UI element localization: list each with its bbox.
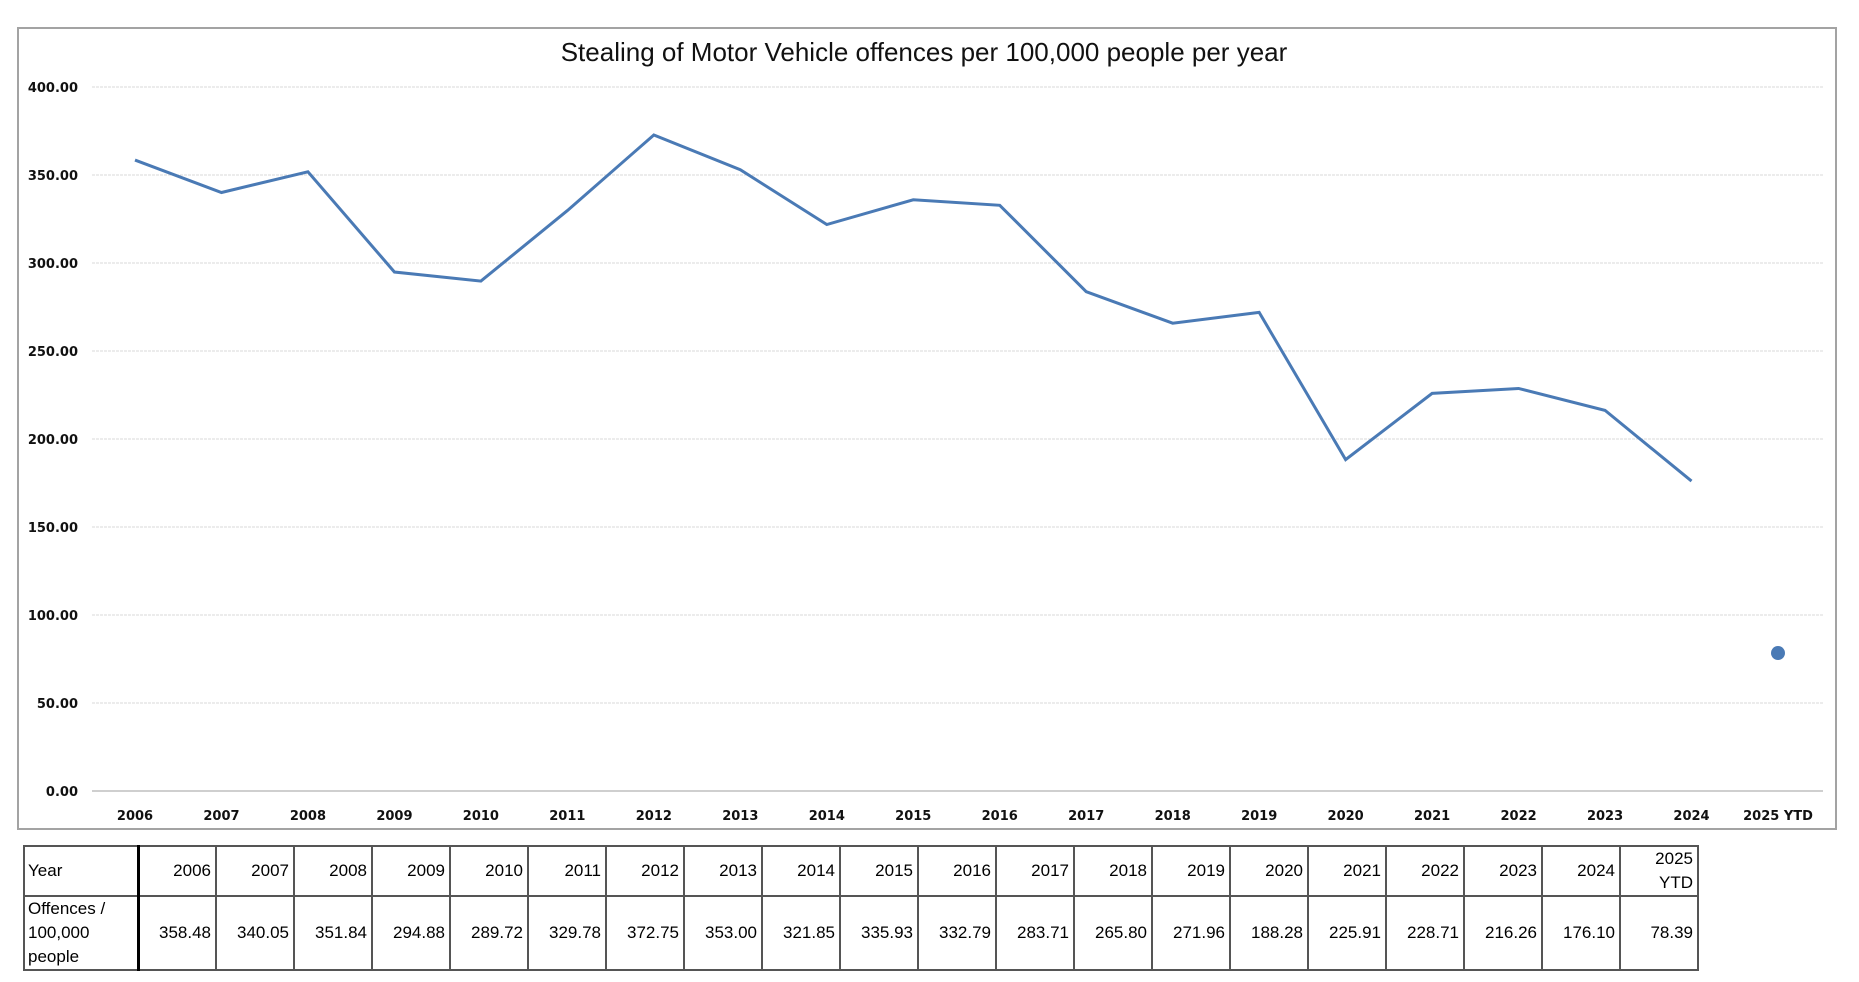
table-cell-value: 332.79 xyxy=(917,895,997,971)
table-cell-year: 2007 xyxy=(215,845,295,897)
y-tick-label: 300.00 xyxy=(28,257,78,272)
table-cell-year: 2008 xyxy=(293,845,373,897)
table-cell-year: 2009 xyxy=(371,845,451,897)
y-tick-label: 100.00 xyxy=(28,609,78,624)
series-line xyxy=(134,133,1693,483)
table-cell-year: 2018 xyxy=(1073,845,1153,897)
table-cell-value: 265.80 xyxy=(1073,895,1153,971)
x-tick-label: 2025 YTD xyxy=(1743,809,1813,824)
y-tick-label: 0.00 xyxy=(46,785,78,800)
x-tick-label: 2022 xyxy=(1500,809,1536,824)
table-row-year: Year 2006 2007 2008 2009 2010 2011 2012 2013 2014… xyxy=(23,845,1699,897)
table-cell-year: 2017 xyxy=(995,845,1075,897)
x-tick-label: 2020 xyxy=(1328,809,1364,824)
x-tick-label: 2018 xyxy=(1155,809,1191,824)
table-cell-value: 351.84 xyxy=(293,895,373,971)
table-cell-value: 372.75 xyxy=(605,895,685,971)
line-chart: Stealing of Motor Vehicle offences per 1… xyxy=(28,37,1823,824)
table-cell-year: 2016 xyxy=(917,845,997,897)
table-cell-value: 228.71 xyxy=(1385,895,1465,971)
table-cell-value: 289.72 xyxy=(449,895,529,971)
table-cell-year: 2011 xyxy=(527,845,607,897)
table-cell-year: 2012 xyxy=(605,845,685,897)
x-tick-label: 2010 xyxy=(463,809,499,824)
table-cell-year: 2010 xyxy=(449,845,529,897)
y-axis: 0.00 50.00 100.00 150.00 200.00 250.00 300.00 3… xyxy=(28,81,78,800)
chart-title: Stealing of Motor Vehicle offences per 1… xyxy=(561,37,1288,67)
x-tick-label: 2011 xyxy=(549,809,585,824)
y-tick-label: 150.00 xyxy=(28,521,78,536)
x-tick-label: 2015 xyxy=(895,809,931,824)
x-tick-label: 2017 xyxy=(1068,809,1104,824)
x-tick-label: 2023 xyxy=(1587,809,1623,824)
table-row-header: Offences /100,000 people xyxy=(23,895,140,971)
table-cell-year: 2006 xyxy=(137,845,217,897)
x-tick-label: 2014 xyxy=(809,809,845,824)
table-cell-year: 2024 xyxy=(1541,845,1621,897)
table-cell-year: 2025 YTD xyxy=(1619,845,1699,897)
x-tick-label: 2009 xyxy=(376,809,412,824)
y-tick-label: 350.00 xyxy=(28,169,78,184)
y-tick-label: 400.00 xyxy=(28,81,78,96)
series-layer xyxy=(134,133,1785,661)
table-cell-year: 2015 xyxy=(839,845,919,897)
y-tick-label: 50.00 xyxy=(37,697,78,712)
x-tick-label: 2024 xyxy=(1673,809,1709,824)
table-cell-year: 2023 xyxy=(1463,845,1543,897)
x-tick-label: 2019 xyxy=(1241,809,1277,824)
table-row-offences: Offences /100,000 people 358.48 340.05 351.8… xyxy=(23,895,1699,971)
x-tick-label: 2007 xyxy=(203,809,239,824)
table-cell-value: 225.91 xyxy=(1307,895,1387,971)
data-point-marker xyxy=(1771,646,1785,661)
table-cell-value: 216.26 xyxy=(1463,895,1543,971)
table-cell-value: 176.10 xyxy=(1541,895,1621,971)
table-cell-value: 188.28 xyxy=(1229,895,1309,971)
x-tick-label: 2012 xyxy=(636,809,672,824)
table-cell-value: 358.48 xyxy=(137,895,217,971)
table-cell-year: 2022 xyxy=(1385,845,1465,897)
x-axis: 2006 2007 2008 2009 2010 2011 2012 2013 2014 2015… xyxy=(117,809,1813,824)
y-tick-label: 200.00 xyxy=(28,433,78,448)
table-cell-year: 2021 xyxy=(1307,845,1387,897)
table-cell-value: 335.93 xyxy=(839,895,919,971)
table-cell-year: 2014 xyxy=(761,845,841,897)
x-tick-label: 2016 xyxy=(982,809,1018,824)
table-cell-year: 2013 xyxy=(683,845,763,897)
x-tick-label: 2021 xyxy=(1414,809,1450,824)
table-cell-value: 283.71 xyxy=(995,895,1075,971)
table-cell-value: 353.00 xyxy=(683,895,763,971)
table-cell-value: 340.05 xyxy=(215,895,295,971)
x-tick-label: 2006 xyxy=(117,809,153,824)
table-row-header: Year xyxy=(23,845,140,897)
chart-frame: Stealing of Motor Vehicle offences per 1… xyxy=(17,27,1837,830)
table-cell-value: 321.85 xyxy=(761,895,841,971)
table-cell-value: 294.88 xyxy=(371,895,451,971)
x-tick-label: 2013 xyxy=(722,809,758,824)
table-cell-value: 329.78 xyxy=(527,895,607,971)
x-tick-label: 2008 xyxy=(290,809,326,824)
table-cell-value: 78.39 xyxy=(1619,895,1699,971)
table-cell-year: 2020 xyxy=(1229,845,1309,897)
data-table: Year 2006 2007 2008 2009 2010 2011 2012 2013 2014… xyxy=(23,845,1699,971)
grid-layer xyxy=(92,86,1823,792)
table-cell-value: 271.96 xyxy=(1151,895,1231,971)
table-cell-year: 2019 xyxy=(1151,845,1231,897)
y-tick-label: 250.00 xyxy=(28,345,78,360)
